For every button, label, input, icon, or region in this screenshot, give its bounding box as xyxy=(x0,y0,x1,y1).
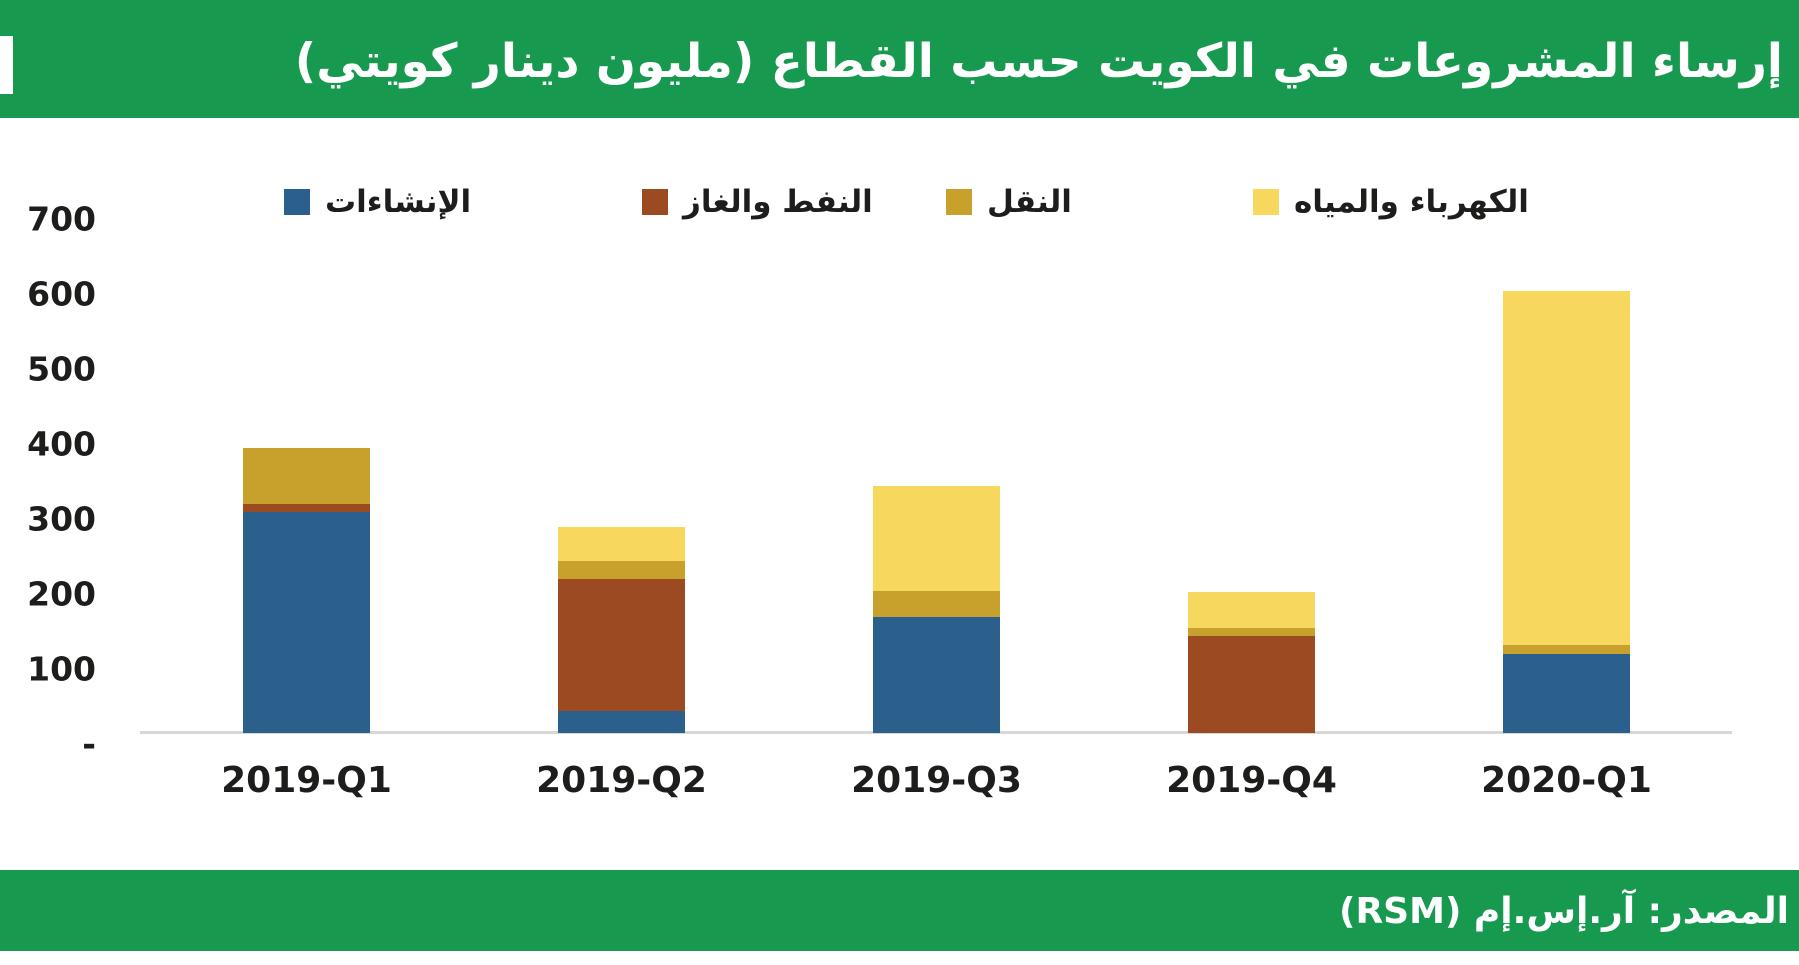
legend-label: النفط والغاز xyxy=(683,184,873,220)
x-axis-label-2020-Q1: 2020-Q1 xyxy=(1481,760,1652,801)
y-tick-label: 100 xyxy=(27,649,96,689)
legend-item-4: الكهرباء والمياه xyxy=(1253,184,1529,220)
legend-label: الإنشاءات xyxy=(325,184,472,220)
legend-item-1: الإنشاءات xyxy=(284,184,471,220)
bar-segment-construction xyxy=(873,616,1000,733)
bar-segment-electricity xyxy=(558,526,685,561)
source-text: المصدر: آر.إس.إم (RSM) xyxy=(1339,891,1789,932)
bar-segment-electricity xyxy=(873,485,1000,591)
x-axis-label-2019-Q3: 2019-Q3 xyxy=(851,760,1022,801)
chart-title: إرساء المشروعات في الكويت حسب القطاع (مل… xyxy=(294,34,1783,89)
bar-2019-Q1 xyxy=(243,448,370,733)
legend-label: النقل xyxy=(987,184,1072,220)
bar-segment-oil xyxy=(558,579,685,711)
bar-segment-construction xyxy=(558,710,685,733)
bar-segment-transport xyxy=(243,448,370,505)
legend-swatch xyxy=(946,189,972,215)
bar-segment-transport xyxy=(558,560,685,580)
legend-item-2: النفط والغاز xyxy=(642,184,873,220)
x-axis-label-2019-Q1: 2019-Q1 xyxy=(221,760,392,801)
y-tick-label: 700 xyxy=(27,199,96,239)
y-tick-label: - xyxy=(82,724,96,764)
bar-2019-Q2 xyxy=(558,526,685,733)
legend-item-3: النقل xyxy=(946,184,1072,220)
y-tick-label: 400 xyxy=(27,424,96,464)
legend-swatch xyxy=(642,189,668,215)
bar-segment-construction xyxy=(1503,654,1630,733)
bar-segment-transport xyxy=(1503,645,1630,655)
legend-swatch xyxy=(284,189,310,215)
bottom-strip xyxy=(0,951,1799,965)
x-axis-label-2019-Q2: 2019-Q2 xyxy=(536,760,707,801)
chart-area: الإنشاءات النفط والغاز النقل الكهرباء والمي… xyxy=(0,118,1799,870)
x-axis-label-2019-Q4: 2019-Q4 xyxy=(1166,760,1337,801)
source-banner: المصدر: آر.إس.إم (RSM) xyxy=(0,870,1799,951)
y-tick-label: 200 xyxy=(27,574,96,614)
clipped-text-fragment xyxy=(0,36,13,94)
y-tick-label: 600 xyxy=(27,274,96,314)
title-banner: إرساء المشروعات في الكويت حسب القطاع (مل… xyxy=(0,0,1799,118)
bar-2019-Q4 xyxy=(1188,592,1315,733)
bar-segment-electricity xyxy=(1503,290,1630,646)
bar-2020-Q1 xyxy=(1503,290,1630,733)
bar-segment-oil xyxy=(243,504,370,512)
legend-swatch xyxy=(1253,189,1279,215)
bar-segment-oil xyxy=(1188,635,1315,733)
bar-segment-transport xyxy=(1188,628,1315,636)
y-tick-label: 500 xyxy=(27,349,96,389)
legend-label: الكهرباء والمياه xyxy=(1294,184,1529,220)
y-tick-label: 300 xyxy=(27,499,96,539)
bar-2019-Q3 xyxy=(873,485,1000,733)
bar-segment-electricity xyxy=(1188,592,1315,628)
bar-segment-transport xyxy=(873,590,1000,617)
bar-segment-construction xyxy=(243,511,370,733)
